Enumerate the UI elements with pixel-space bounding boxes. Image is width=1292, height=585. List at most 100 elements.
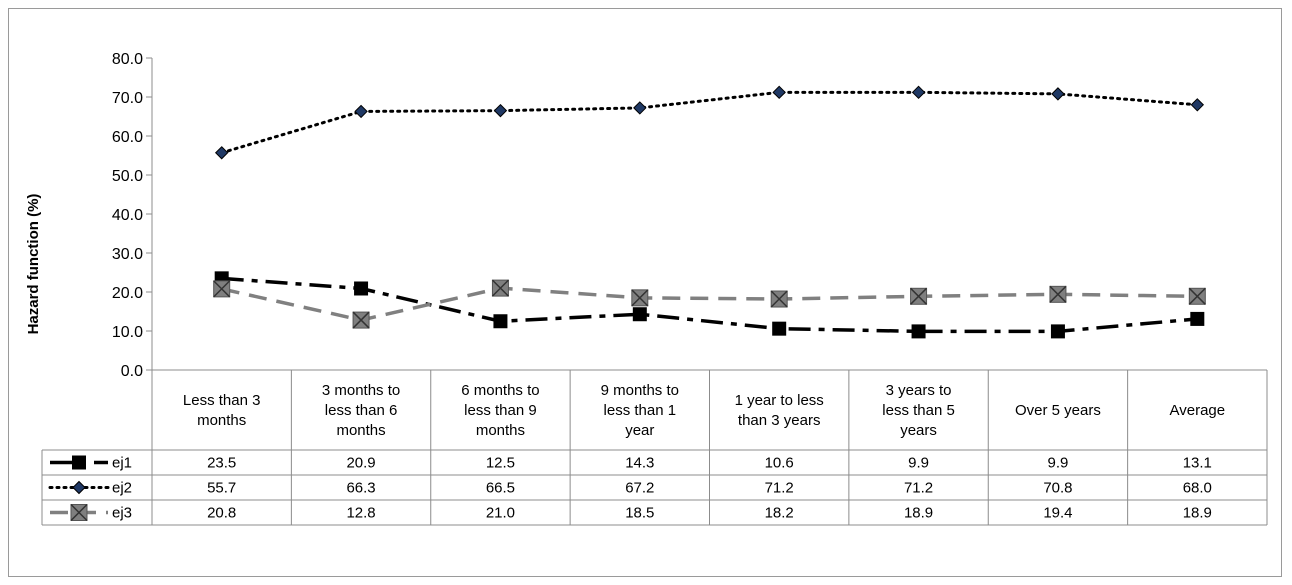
category-label-line: Less than 3 bbox=[183, 392, 261, 409]
category-label-line: year bbox=[625, 422, 654, 439]
series-marker bbox=[631, 289, 649, 307]
series-ej3 bbox=[213, 279, 1206, 329]
series-marker bbox=[772, 85, 786, 100]
table-cell: 66.5 bbox=[486, 480, 515, 497]
table-cell: 71.2 bbox=[765, 480, 794, 497]
category-label-line: Average bbox=[1170, 402, 1226, 419]
series-marker-cross bbox=[1049, 285, 1067, 303]
category-label: Average bbox=[1170, 402, 1226, 419]
category-label-line: less than 6 bbox=[325, 402, 398, 419]
series-ej2 bbox=[214, 85, 1205, 160]
legend-key-ej1 bbox=[50, 455, 108, 470]
table-cell: 14.3 bbox=[625, 455, 654, 472]
category-label-line: less than 1 bbox=[604, 402, 677, 419]
series-marker bbox=[770, 290, 788, 308]
table-cell: 12.5 bbox=[486, 455, 515, 472]
table-cell: 9.9 bbox=[908, 455, 929, 472]
series-marker-cross bbox=[491, 279, 509, 297]
legend-label: ej2 bbox=[112, 480, 132, 497]
series-marker-cross bbox=[770, 290, 788, 308]
series-marker bbox=[70, 503, 88, 522]
category-label-line: years bbox=[900, 422, 937, 439]
y-tick-label: 10.0 bbox=[112, 324, 143, 341]
series-marker bbox=[1190, 311, 1205, 326]
series-marker-cross bbox=[70, 503, 88, 522]
legend-key-ej3 bbox=[50, 503, 108, 522]
series-line-ej2 bbox=[220, 90, 1199, 155]
series-marker bbox=[213, 280, 231, 298]
series-marker bbox=[1188, 287, 1206, 305]
series-marker-cross bbox=[352, 311, 370, 329]
y-tick-label: 0.0 bbox=[121, 363, 143, 380]
series-marker-cross bbox=[631, 289, 649, 307]
series-marker bbox=[72, 480, 86, 495]
table-cell: 66.3 bbox=[346, 480, 375, 497]
series-marker bbox=[72, 455, 86, 470]
series-marker-cross bbox=[910, 287, 928, 305]
y-tick-label: 70.0 bbox=[112, 90, 143, 107]
table-cell: 18.9 bbox=[1183, 505, 1212, 522]
legend-label: ej1 bbox=[112, 455, 132, 472]
y-tick-label: 20.0 bbox=[112, 285, 143, 302]
table-cell: 13.1 bbox=[1183, 455, 1212, 472]
category-label-line: months bbox=[336, 422, 385, 439]
series-marker bbox=[772, 321, 787, 336]
category-label-line: months bbox=[197, 412, 246, 429]
y-tick-label: 40.0 bbox=[112, 207, 143, 224]
series-marker bbox=[632, 307, 647, 322]
y-axis: 0.0 10.0 20.0 30.0 40.0 50.0 60.0 70.0 80.0 bbox=[112, 51, 153, 380]
series-line-ej1 bbox=[221, 276, 1198, 334]
series-marker bbox=[1190, 98, 1205, 112]
series-marker bbox=[491, 279, 509, 297]
table-cell: 68.0 bbox=[1183, 480, 1212, 497]
table-cell: 18.2 bbox=[765, 505, 794, 522]
series-marker bbox=[352, 311, 370, 329]
category-label-line: 1 year to less bbox=[735, 392, 824, 409]
y-tick-label: 60.0 bbox=[112, 129, 143, 146]
category-label: Less than 3 months bbox=[183, 392, 261, 429]
table-cell: 70.8 bbox=[1043, 480, 1072, 497]
category-label-line: 3 months to bbox=[322, 382, 400, 399]
series-marker bbox=[911, 85, 926, 100]
table-cell: 67.2 bbox=[625, 480, 654, 497]
table-cell: 18.5 bbox=[625, 505, 654, 522]
series-marker bbox=[911, 324, 926, 339]
table-cell: 9.9 bbox=[1048, 455, 1069, 472]
category-label: 1 year to less than 3 years bbox=[735, 392, 824, 429]
y-tick-label: 50.0 bbox=[112, 168, 143, 185]
table-cell: 18.9 bbox=[904, 505, 933, 522]
table-cell: 12.8 bbox=[346, 505, 375, 522]
table-cell: 71.2 bbox=[904, 480, 933, 497]
category-label: Over 5 years bbox=[1015, 402, 1101, 419]
series-marker bbox=[493, 314, 508, 329]
series-marker bbox=[633, 101, 647, 115]
series-marker bbox=[910, 287, 928, 305]
y-tick-label: 80.0 bbox=[112, 51, 143, 68]
category-label-line: 6 months to bbox=[461, 382, 539, 399]
table-cell: 55.7 bbox=[207, 480, 236, 497]
series-marker bbox=[1050, 324, 1065, 339]
series-marker-cross bbox=[213, 280, 231, 298]
table-cell: 20.8 bbox=[207, 505, 236, 522]
table-cell: 19.4 bbox=[1043, 505, 1072, 522]
category-label-line: 3 years to bbox=[886, 382, 952, 399]
category-label-line: Over 5 years bbox=[1015, 402, 1101, 419]
series-marker bbox=[354, 104, 368, 119]
category-label: 3 years to less than 5 years bbox=[882, 382, 955, 439]
category-label-line: less than 9 bbox=[464, 402, 537, 419]
category-label: 3 months to less than 6 months bbox=[322, 382, 400, 439]
table-cell: 10.6 bbox=[765, 455, 794, 472]
y-tick-label: 30.0 bbox=[112, 246, 143, 263]
legend-key-ej2 bbox=[48, 480, 110, 495]
series-marker bbox=[214, 146, 229, 160]
table-cell: 23.5 bbox=[207, 455, 236, 472]
data-table: Less than 3 months 3 months to less than 6 m… bbox=[41, 369, 1268, 526]
series-marker bbox=[354, 281, 369, 296]
table-cell: 21.0 bbox=[486, 505, 515, 522]
category-label-line: 9 months to bbox=[601, 382, 679, 399]
series-marker bbox=[1051, 87, 1065, 101]
category-label-line: than 3 years bbox=[738, 412, 821, 429]
table-cell: 20.9 bbox=[346, 455, 375, 472]
series-marker bbox=[1049, 285, 1067, 303]
